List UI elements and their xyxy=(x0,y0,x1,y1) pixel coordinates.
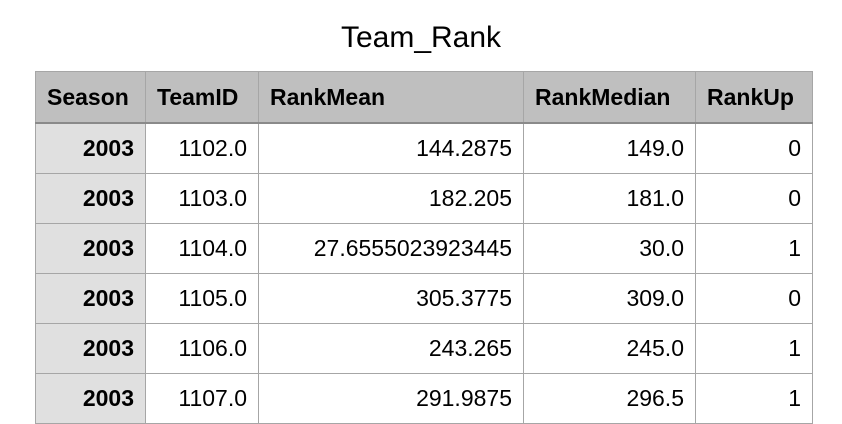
cell-rankmedian: 309.0 xyxy=(523,273,696,324)
cell-season: 2003 xyxy=(35,273,146,324)
team-rank-table: Season TeamID RankMean RankMedian RankUp… xyxy=(35,71,813,424)
cell-season: 2003 xyxy=(35,223,146,274)
cell-rankup: 0 xyxy=(695,273,813,324)
cell-rankup: 0 xyxy=(695,173,813,224)
table-row: 2003 1104.0 27.6555023923445 30.0 1 xyxy=(35,223,813,274)
cell-teamid: 1105.0 xyxy=(145,273,259,324)
cell-teamid: 1103.0 xyxy=(145,173,259,224)
table-row: 2003 1105.0 305.3775 309.0 0 xyxy=(35,273,813,324)
column-header-rankmedian: RankMedian xyxy=(523,71,696,124)
cell-rankmean: 291.9875 xyxy=(258,373,524,424)
table-title: Team_Rank xyxy=(340,21,502,54)
column-header-teamid: TeamID xyxy=(145,71,259,124)
cell-season: 2003 xyxy=(35,323,146,374)
cell-rankmedian: 181.0 xyxy=(523,173,696,224)
cell-teamid: 1106.0 xyxy=(145,323,259,374)
cell-rankmean: 243.265 xyxy=(258,323,524,374)
cell-rankmedian: 245.0 xyxy=(523,323,696,374)
cell-rankup: 1 xyxy=(695,323,813,374)
cell-season: 2003 xyxy=(35,373,146,424)
table-row: 2003 1103.0 182.205 181.0 0 xyxy=(35,173,813,224)
cell-season: 2003 xyxy=(35,173,146,224)
column-header-rankmean: RankMean xyxy=(258,71,524,124)
cell-season: 2003 xyxy=(35,122,146,174)
column-header-season: Season xyxy=(35,71,146,124)
cell-rankup: 1 xyxy=(695,373,813,424)
cell-rankmean: 144.2875 xyxy=(258,122,524,174)
cell-rankup: 1 xyxy=(695,223,813,274)
cell-teamid: 1102.0 xyxy=(145,122,259,174)
cell-rankmedian: 149.0 xyxy=(523,122,696,174)
column-header-rankup: RankUp xyxy=(695,71,813,124)
cell-rankmean: 305.3775 xyxy=(258,273,524,324)
cell-rankmedian: 296.5 xyxy=(523,373,696,424)
cell-rankmedian: 30.0 xyxy=(523,223,696,274)
cell-teamid: 1107.0 xyxy=(145,373,259,424)
table-row: 2003 1106.0 243.265 245.0 1 xyxy=(35,323,813,374)
table-row: 2003 1107.0 291.9875 296.5 1 xyxy=(35,373,813,424)
cell-rankmean: 182.205 xyxy=(258,173,524,224)
table-row: 2003 1102.0 144.2875 149.0 0 xyxy=(35,122,813,174)
header-row: Season TeamID RankMean RankMedian RankUp xyxy=(35,71,813,124)
cell-rankmean: 27.6555023923445 xyxy=(258,223,524,274)
cell-rankup: 0 xyxy=(695,122,813,174)
cell-teamid: 1104.0 xyxy=(145,223,259,274)
